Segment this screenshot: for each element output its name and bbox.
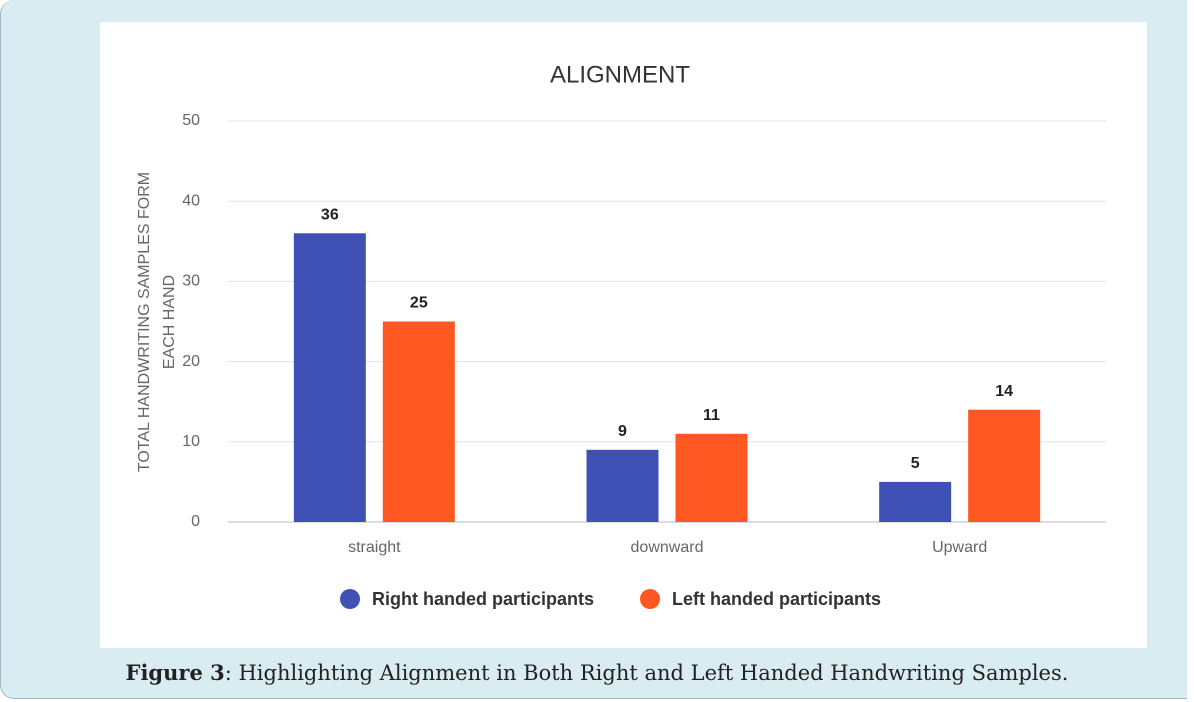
legend-label: Left handed participants (672, 589, 881, 609)
y-tick-label: 10 (182, 433, 200, 450)
bar (968, 409, 1041, 522)
legend-marker (640, 589, 660, 609)
x-tick-label: straight (348, 539, 401, 556)
y-tick-label: 30 (182, 273, 200, 290)
caption-text: : Highlighting Alignment in Both Right a… (224, 661, 1069, 685)
y-axis-label: EACH HAND (161, 275, 178, 369)
bar (382, 321, 455, 522)
x-tick-label: Upward (932, 539, 987, 556)
y-tick-label: 0 (191, 513, 200, 530)
data-label: 5 (911, 455, 920, 472)
data-label: 9 (618, 423, 627, 440)
bar (293, 233, 366, 522)
legend-label: Right handed participants (372, 589, 594, 609)
y-tick-label: 40 (182, 192, 200, 209)
bar (586, 449, 659, 522)
y-axis-label: TOTAL HANDWRITING SAMPLES FORM (136, 172, 153, 472)
data-label: 25 (410, 295, 428, 312)
x-tick-label: downward (631, 539, 704, 556)
caption-label: Figure 3 (125, 660, 225, 685)
y-tick-label: 20 (182, 353, 200, 370)
y-tick-label: 50 (182, 112, 200, 129)
chart-title: ALIGNMENT (550, 61, 690, 88)
legend-marker (340, 589, 360, 609)
data-label: 11 (703, 407, 720, 424)
chart-background (100, 22, 1147, 648)
bar (879, 481, 952, 522)
data-label: 14 (995, 383, 1013, 400)
bar (675, 433, 748, 522)
caption: Figure 3: Highlighting Alignment in Both… (0, 660, 1194, 685)
data-label: 36 (321, 206, 339, 223)
